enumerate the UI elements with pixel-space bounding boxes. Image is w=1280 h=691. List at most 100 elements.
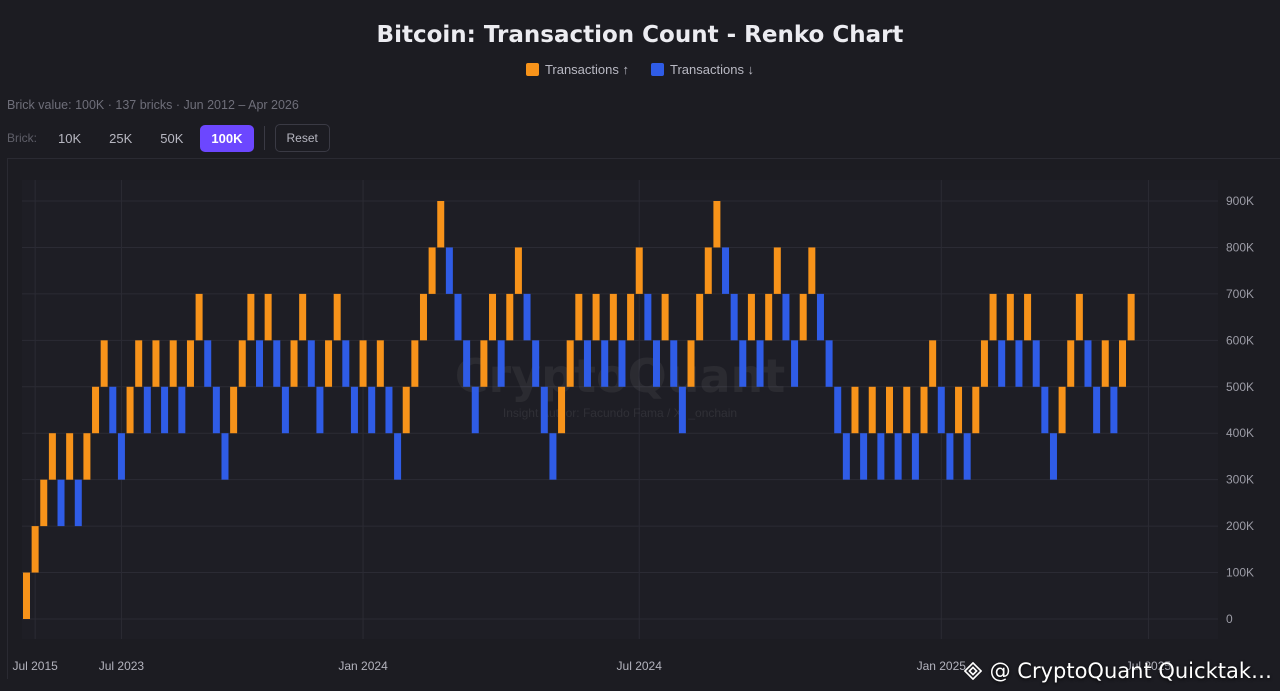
- brick-down: [342, 340, 350, 387]
- brick-down: [894, 433, 902, 480]
- brick-down: [842, 433, 850, 480]
- brick-up: [661, 293, 669, 341]
- brick-down: [471, 386, 479, 434]
- brick-down: [834, 386, 842, 434]
- brick-up: [48, 433, 56, 480]
- y-tick-label: 600K: [1226, 333, 1254, 347]
- y-tick-label: 500K: [1226, 380, 1254, 394]
- brick-up: [359, 340, 367, 387]
- brick-up: [264, 293, 272, 341]
- brick-up: [558, 386, 566, 434]
- x-tick-label: Jul 2024: [617, 659, 663, 673]
- brick-option-100k[interactable]: 100K: [200, 124, 254, 152]
- brick-down: [178, 386, 186, 434]
- brick-up: [23, 572, 30, 619]
- brick-up: [135, 340, 143, 387]
- x-tick-label: Jan 2024: [338, 659, 388, 673]
- brick-down: [618, 340, 626, 387]
- brick-down: [204, 340, 212, 387]
- y-tick-label: 800K: [1226, 240, 1254, 254]
- brick-down: [316, 386, 324, 434]
- brick-option-50k[interactable]: 50K: [160, 130, 184, 146]
- brick-option-10k[interactable]: 10K: [58, 130, 82, 146]
- brick-up: [402, 386, 410, 434]
- brick-down: [877, 433, 885, 480]
- brick-up: [920, 386, 928, 434]
- brick-up: [989, 293, 997, 341]
- brick-down: [816, 293, 824, 341]
- brick-up: [1067, 340, 1075, 387]
- brick-up: [765, 293, 773, 341]
- brick-up: [747, 293, 755, 341]
- brick-up: [704, 247, 712, 294]
- brick-up: [333, 293, 341, 341]
- brick-down: [256, 340, 264, 387]
- brick-up: [955, 386, 963, 434]
- brick-down: [57, 479, 65, 527]
- brick-up: [696, 293, 704, 341]
- brick-option-25k[interactable]: 25K: [109, 130, 133, 146]
- brick-up: [126, 386, 134, 434]
- brick-up: [247, 293, 255, 341]
- brick-down: [350, 386, 358, 434]
- brick-up: [92, 386, 100, 434]
- brick-up: [514, 247, 522, 294]
- brick-up: [1058, 386, 1066, 434]
- brick-up: [152, 340, 160, 387]
- brick-up: [1024, 293, 1032, 341]
- brick-down: [143, 386, 151, 434]
- legend: Transactions ↑ Transactions ↓: [0, 62, 1280, 77]
- brick-up: [1006, 293, 1014, 341]
- brick-down: [911, 433, 919, 480]
- brick-down: [739, 340, 747, 387]
- brick-down: [109, 386, 117, 434]
- brick-info: Brick value: 100K · 137 bricks · Jun 201…: [7, 98, 299, 112]
- brick-up: [635, 247, 643, 294]
- brick-up: [1119, 340, 1127, 387]
- brick-up: [868, 386, 876, 434]
- binance-logo-icon: [963, 662, 982, 680]
- legend-item-up[interactable]: Transactions ↑: [525, 62, 629, 77]
- brick-down: [825, 340, 833, 387]
- brick-up: [808, 247, 816, 294]
- reset-button[interactable]: Reset: [274, 124, 330, 152]
- brick-down: [273, 340, 281, 387]
- brick-up: [609, 293, 617, 341]
- brick-up: [186, 340, 194, 387]
- brick-down: [1015, 340, 1023, 387]
- brick-down: [454, 293, 462, 341]
- brick-down: [161, 386, 169, 434]
- brick-down: [1084, 340, 1092, 387]
- brick-up: [566, 340, 574, 387]
- brick-down: [756, 340, 764, 387]
- plot-area: [22, 180, 1218, 639]
- legend-swatch-up: [525, 63, 539, 76]
- brick-up: [100, 340, 108, 387]
- brick-down: [1049, 433, 1057, 480]
- brick-down: [549, 433, 557, 480]
- brick-down: [497, 340, 505, 387]
- brick-down: [652, 340, 660, 387]
- brick-down: [1093, 386, 1101, 434]
- brick-up: [480, 340, 488, 387]
- brick-up: [773, 247, 781, 294]
- brick-down: [74, 479, 82, 527]
- brick-up: [437, 201, 445, 248]
- brick-up: [980, 340, 988, 387]
- brick-up: [419, 293, 427, 341]
- legend-swatch-down: [651, 63, 664, 76]
- brick-down: [860, 433, 868, 480]
- brick-up: [195, 293, 203, 341]
- brick-down: [946, 433, 954, 480]
- brick-down: [937, 386, 945, 434]
- x-tick-label: Jul 2023: [99, 659, 145, 673]
- brick-up: [886, 386, 893, 434]
- brick-down: [670, 340, 678, 387]
- brick-down: [601, 340, 609, 387]
- brick-down: [1110, 386, 1118, 434]
- brick-up: [290, 340, 298, 387]
- brick-up: [1101, 340, 1109, 387]
- legend-item-down[interactable]: Transactions ↓: [651, 62, 754, 77]
- brick-up: [299, 293, 307, 341]
